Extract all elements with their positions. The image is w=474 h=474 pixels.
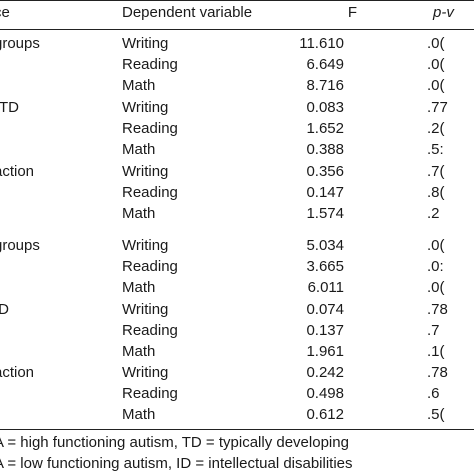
f-cell: 0.147 [306, 184, 344, 201]
f-cell: 0.242 [306, 364, 344, 381]
dependent-cell: Math [122, 141, 156, 158]
f-cell: 0.083 [306, 99, 344, 116]
table-note: A = high functioning autism, TD = typica… [0, 434, 349, 451]
p-cell: .78 [427, 301, 448, 318]
dependent-cell: Writing [122, 35, 169, 52]
dependent-cell: Reading [122, 184, 178, 201]
f-cell: 8.716 [306, 77, 344, 94]
p-cell: .2( [427, 120, 445, 137]
dependent-cell: Writing [122, 237, 169, 254]
p-cell: .5: [427, 141, 444, 158]
dependent-cell: Math [122, 279, 156, 296]
p-cell: .2 [427, 205, 440, 222]
dependent-cell: Reading [122, 56, 178, 73]
p-cell: .6 [427, 385, 440, 402]
table-top-rule [0, 0, 474, 1]
f-cell: 1.961 [306, 343, 344, 360]
f-cell: 0.498 [306, 385, 344, 402]
p-cell: .0( [427, 56, 445, 73]
p-cell: .0( [427, 279, 445, 296]
dependent-cell: Math [122, 77, 156, 94]
dependent-cell: Reading [122, 385, 178, 402]
source-cell: action [0, 163, 35, 180]
source-cell: action [0, 364, 35, 381]
source-cell: ID [0, 301, 9, 318]
header-rule [0, 29, 474, 30]
header-dependent-variable: Dependent variable [122, 4, 253, 21]
source-cell: -TD [0, 99, 19, 116]
table-bottom-rule [0, 429, 474, 430]
f-cell: 0.356 [306, 163, 344, 180]
dependent-cell: Writing [122, 364, 169, 381]
dependent-cell: Math [122, 205, 156, 222]
f-cell: 5.034 [306, 237, 344, 254]
p-cell: .78 [427, 364, 448, 381]
f-cell: 3.665 [306, 258, 344, 275]
f-cell: 0.137 [306, 322, 344, 339]
p-cell: .1( [427, 343, 445, 360]
p-cell: .8( [427, 184, 445, 201]
p-cell: .7 [427, 322, 440, 339]
source-cell: groups [0, 237, 40, 254]
header-source: ce [0, 4, 10, 21]
dependent-cell: Reading [122, 258, 178, 275]
source-cell: groups [0, 35, 40, 52]
p-cell: .0( [427, 237, 445, 254]
f-cell: 1.574 [306, 205, 344, 222]
dependent-cell: Writing [122, 301, 169, 318]
header-f: F [347, 4, 357, 21]
header-p-value: p-v [433, 4, 454, 21]
dependent-cell: Math [122, 406, 156, 423]
p-cell: .0( [427, 35, 445, 52]
dependent-cell: Writing [122, 163, 169, 180]
p-cell: .0: [427, 258, 444, 275]
p-cell: .7( [427, 163, 445, 180]
f-cell: 0.074 [306, 301, 344, 318]
dependent-cell: Reading [122, 120, 178, 137]
f-cell: 0.388 [306, 141, 344, 158]
f-cell: 6.011 [307, 279, 344, 296]
p-cell: .77 [427, 99, 448, 116]
dependent-cell: Reading [122, 322, 178, 339]
dependent-cell: Math [122, 343, 156, 360]
p-cell: .0( [427, 77, 445, 94]
f-cell: 0.612 [306, 406, 344, 423]
f-cell: 11.610 [299, 35, 344, 52]
p-cell: .5( [427, 406, 445, 423]
dependent-cell: Writing [122, 99, 169, 116]
f-cell: 1.652 [306, 120, 344, 137]
table-note: A = low functioning autism, ID = intelle… [0, 455, 353, 472]
f-cell: 6.649 [306, 56, 344, 73]
